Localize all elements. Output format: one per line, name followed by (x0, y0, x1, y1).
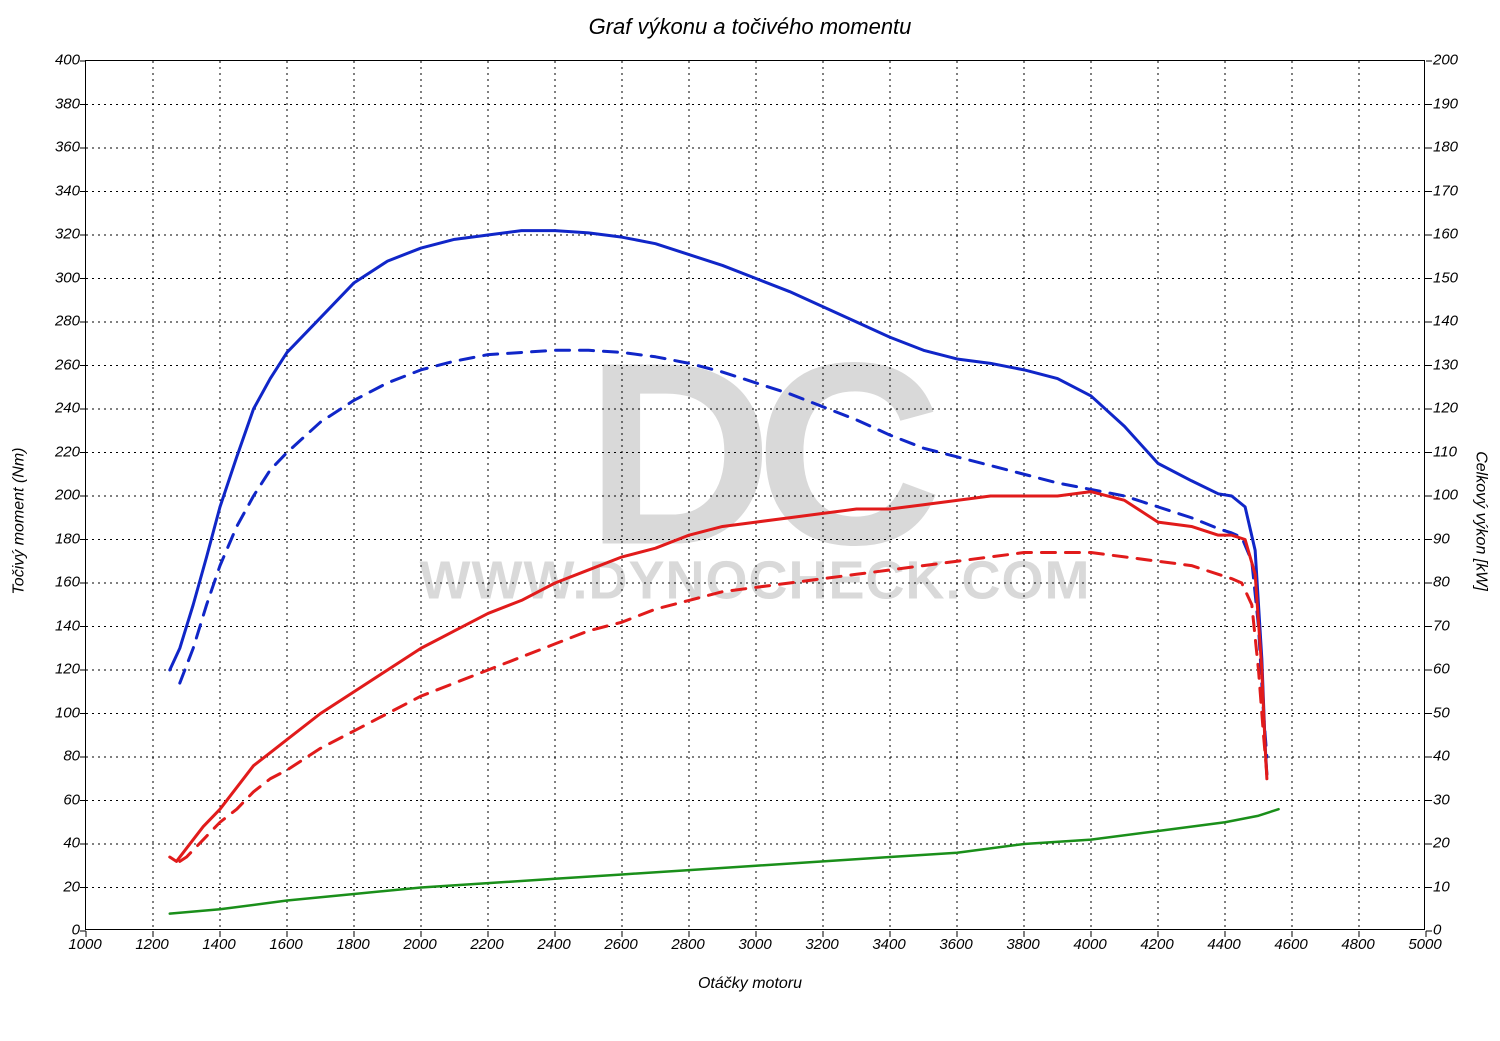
tick-label: 300 (55, 269, 80, 286)
tick-label: 400 (55, 52, 80, 69)
tick-label: 0 (72, 922, 80, 939)
tick-label: 3600 (939, 936, 972, 953)
tick-label: 60 (63, 791, 80, 808)
tick-label: 80 (1433, 574, 1450, 591)
tick-label: 120 (55, 661, 80, 678)
tick-label: 60 (1433, 661, 1450, 678)
tick-label: 110 (1433, 443, 1457, 460)
tick-label: 320 (55, 226, 80, 243)
tick-label: 90 (1433, 530, 1450, 547)
tick-label: 2000 (403, 936, 436, 953)
tick-label: 2800 (671, 936, 704, 953)
tick-label: 2600 (604, 936, 637, 953)
tick-label: 5000 (1408, 936, 1441, 953)
tick-label: 280 (55, 313, 80, 330)
tick-label: 190 (1433, 95, 1458, 112)
tick-label: 120 (1433, 400, 1458, 417)
tick-label: 3400 (872, 936, 905, 953)
tick-label: 40 (1433, 748, 1450, 765)
plot-svg (86, 61, 1424, 929)
tick-label: 100 (55, 704, 80, 721)
tick-label: 20 (63, 878, 80, 895)
tick-label: 2200 (470, 936, 503, 953)
tick-label: 2400 (537, 936, 570, 953)
tick-label: 4200 (1140, 936, 1173, 953)
tick-label: 4000 (1073, 936, 1106, 953)
tick-label: 1000 (68, 936, 101, 953)
tick-label: 1200 (135, 936, 168, 953)
tick-label: 1600 (269, 936, 302, 953)
tick-label: 20 (1433, 835, 1450, 852)
tick-label: 160 (1433, 226, 1458, 243)
tick-label: 3000 (738, 936, 771, 953)
tick-label: 130 (1433, 356, 1458, 373)
tick-label: 180 (55, 530, 80, 547)
tick-label: 0 (1433, 922, 1441, 939)
tick-label: 4800 (1341, 936, 1374, 953)
tick-label: 340 (55, 182, 80, 199)
tick-label: 150 (1433, 269, 1458, 286)
tick-label: 4400 (1207, 936, 1240, 953)
tick-label: 1800 (336, 936, 369, 953)
x-axis-label: Otáčky motoru (0, 975, 1500, 993)
tick-label: 180 (1433, 139, 1458, 156)
tick-label: 380 (55, 95, 80, 112)
tick-label: 260 (55, 356, 80, 373)
tick-label: 240 (55, 400, 80, 417)
plot-area: DC WWW.DYNOCHECK.COM (85, 60, 1425, 930)
tick-label: 140 (1433, 313, 1458, 330)
tick-label: 100 (1433, 487, 1458, 504)
tick-label: 3200 (805, 936, 838, 953)
tick-label: 220 (55, 443, 80, 460)
tick-label: 200 (55, 487, 80, 504)
tick-label: 30 (1433, 791, 1450, 808)
tick-label: 70 (1433, 617, 1450, 634)
tick-label: 50 (1433, 704, 1450, 721)
tick-label: 40 (63, 835, 80, 852)
tick-label: 3800 (1006, 936, 1039, 953)
y-left-axis-label: Točivý moment (Nm) (11, 447, 29, 594)
dyno-chart: Graf výkonu a točivého momentu Točivý mo… (0, 0, 1500, 1041)
tick-label: 4600 (1274, 936, 1307, 953)
y-right-axis-label: Celkový výkon [kW] (1472, 451, 1490, 591)
chart-title: Graf výkonu a točivého momentu (0, 14, 1500, 40)
tick-label: 1400 (202, 936, 235, 953)
tick-label: 140 (55, 617, 80, 634)
tick-label: 360 (55, 139, 80, 156)
tick-label: 200 (1433, 52, 1458, 69)
tick-label: 80 (63, 748, 80, 765)
tick-label: 10 (1433, 878, 1450, 895)
tick-label: 160 (55, 574, 80, 591)
tick-label: 170 (1433, 182, 1458, 199)
